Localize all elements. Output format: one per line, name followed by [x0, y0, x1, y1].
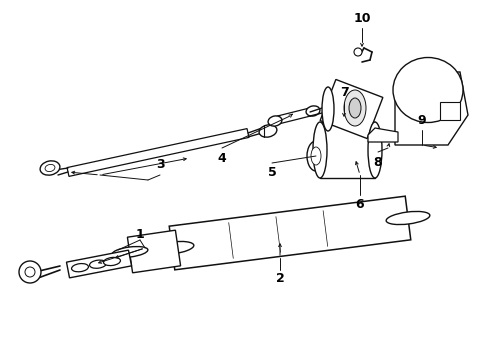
Ellipse shape: [368, 122, 382, 178]
Polygon shape: [320, 80, 383, 139]
Ellipse shape: [40, 161, 60, 175]
Ellipse shape: [306, 106, 320, 116]
Polygon shape: [67, 129, 249, 176]
Text: 9: 9: [417, 113, 426, 126]
Polygon shape: [368, 128, 398, 142]
Ellipse shape: [354, 48, 362, 56]
Ellipse shape: [45, 165, 55, 172]
Ellipse shape: [25, 267, 35, 277]
Polygon shape: [277, 108, 311, 124]
Polygon shape: [67, 250, 131, 278]
Ellipse shape: [90, 260, 106, 268]
Text: 5: 5: [268, 166, 276, 180]
Text: 1: 1: [136, 229, 145, 242]
Text: 7: 7: [340, 86, 348, 99]
Text: 2: 2: [275, 271, 284, 284]
Bar: [440, 102, 460, 120]
Polygon shape: [320, 122, 375, 178]
Text: 6: 6: [356, 198, 364, 211]
Ellipse shape: [103, 257, 121, 266]
Ellipse shape: [150, 242, 194, 255]
Ellipse shape: [311, 147, 321, 165]
Ellipse shape: [322, 87, 334, 131]
Ellipse shape: [393, 58, 463, 122]
Ellipse shape: [307, 141, 325, 171]
Ellipse shape: [72, 264, 89, 272]
Text: 3: 3: [156, 158, 164, 171]
Ellipse shape: [259, 125, 277, 137]
Ellipse shape: [19, 261, 41, 283]
Text: 8: 8: [374, 156, 382, 168]
Polygon shape: [169, 196, 411, 270]
Ellipse shape: [344, 90, 366, 126]
Ellipse shape: [112, 247, 148, 257]
Ellipse shape: [268, 116, 282, 126]
Polygon shape: [127, 230, 181, 273]
Ellipse shape: [386, 211, 430, 225]
Text: 10: 10: [353, 12, 371, 24]
Ellipse shape: [313, 122, 327, 178]
Ellipse shape: [349, 98, 361, 118]
Text: 4: 4: [218, 152, 226, 165]
Polygon shape: [395, 72, 468, 145]
